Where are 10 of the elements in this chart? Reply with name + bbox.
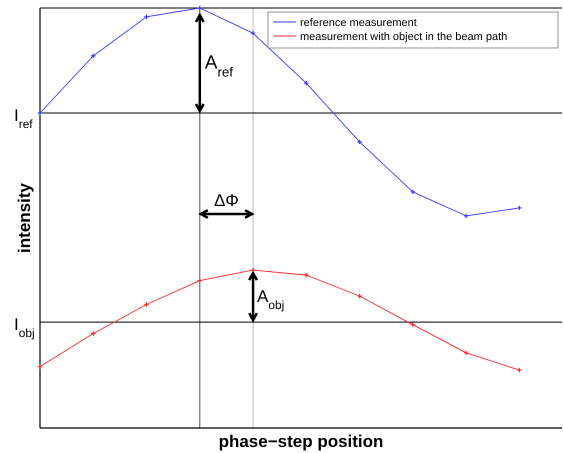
ref-line-label: I$_{ref}$ [14,106,34,131]
annotation: A$_{obj}$ [257,287,284,312]
annotation: ΔΦ [214,191,239,210]
legend-label: reference measurement [300,17,417,29]
x-axis-title: phase−step position [218,432,384,451]
annotation: A$_{ref}$ [204,52,234,79]
point [304,272,310,278]
y-axis-title: intensity [15,182,34,253]
legend-label: measurement with object in the beam path [300,31,508,43]
ref-line-label: I$_{obj}$ [14,315,35,340]
